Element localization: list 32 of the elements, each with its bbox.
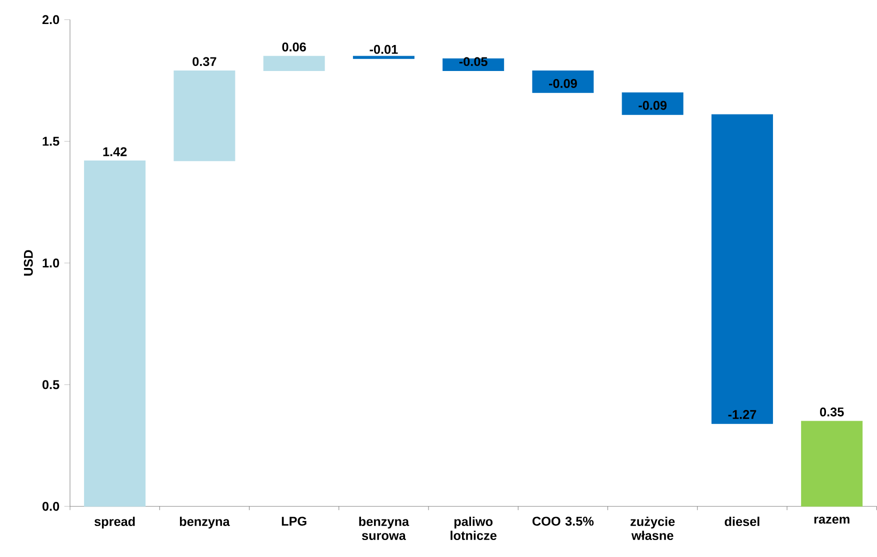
bar — [711, 114, 773, 424]
bar — [352, 56, 414, 59]
data-label: 0.06 — [282, 42, 306, 52]
y-tick-label: 1.5 — [42, 136, 60, 146]
y-tick-label: 0.0 — [42, 502, 60, 511]
x-tick-label: COO 3.5% — [532, 516, 594, 526]
bar — [532, 70, 594, 93]
data-label: -0.09 — [638, 100, 667, 110]
data-label: -0.01 — [370, 44, 398, 54]
x-tick-label: benzyna — [180, 516, 230, 529]
x-tick-label: benzyna surowa — [359, 516, 410, 540]
x-tick-label: zużycie własne — [630, 516, 675, 540]
x-tick-label: LPG — [282, 516, 306, 526]
y-tick-label: 1.0 — [42, 258, 60, 268]
x-tick-label: razem — [814, 516, 850, 524]
y-tick-label: 2.0 — [42, 15, 60, 24]
x-tick-label: diesel — [724, 516, 760, 526]
bar — [622, 92, 684, 115]
y-axis-title: USD — [24, 250, 33, 276]
data-label: 0.37 — [192, 57, 216, 66]
data-label: -0.09 — [549, 78, 577, 88]
data-label: -1.27 — [728, 410, 756, 419]
x-tick-label: spread — [94, 516, 135, 529]
bar — [801, 420, 863, 507]
data-label: 0.35 — [820, 407, 844, 416]
bar — [174, 70, 236, 162]
bar — [263, 56, 325, 72]
data-label: 1.42 — [103, 147, 127, 156]
data-label: -0.05 — [459, 57, 488, 66]
y-tick-label: 0.5 — [42, 380, 60, 390]
x-tick-label: paliwo lotnicze — [450, 516, 496, 540]
bar — [84, 160, 146, 507]
